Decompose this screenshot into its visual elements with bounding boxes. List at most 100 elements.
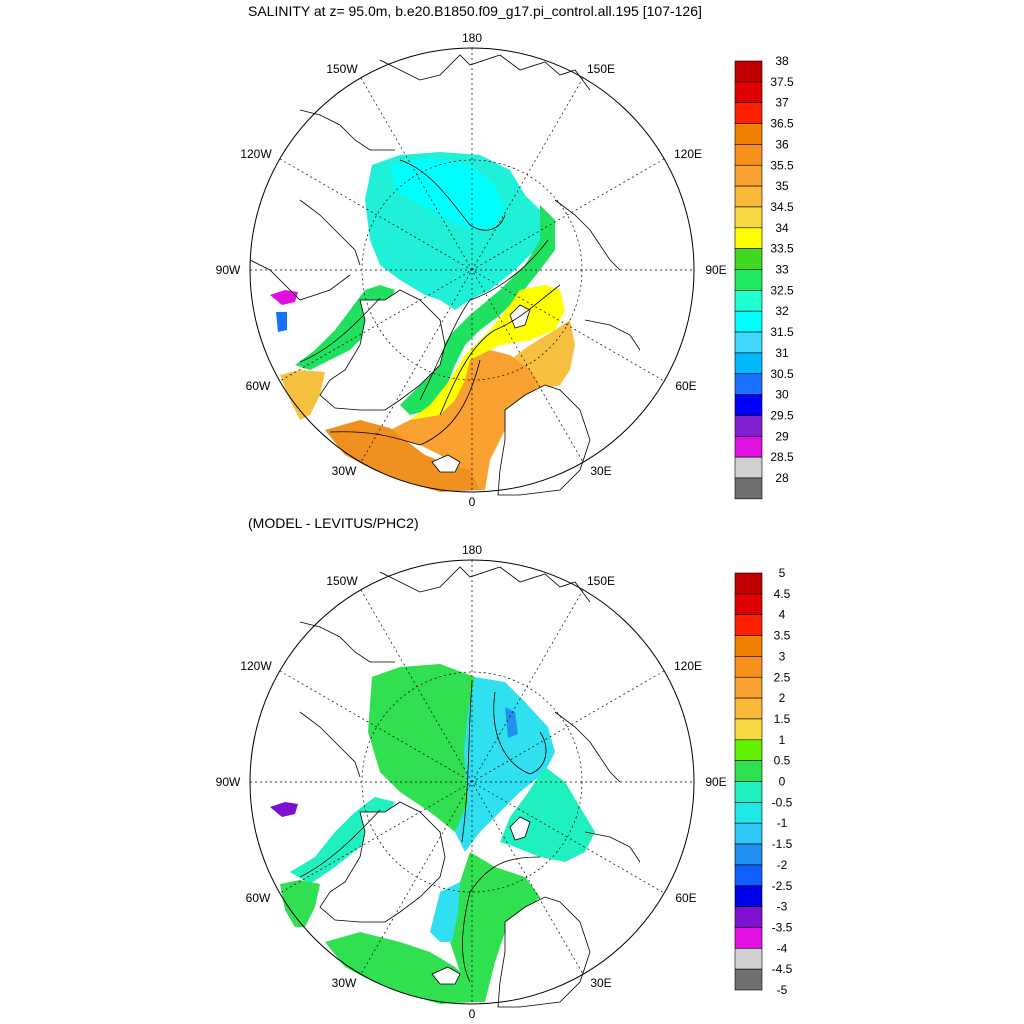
lon-label-150e: 150E [587,574,615,588]
salinity-region-hudson-bay [270,290,298,305]
colorbar-tick-label: -4 [777,941,788,955]
colorbar-tick-label: 4.5 [774,587,791,601]
colorbar-swatch [734,248,763,270]
colorbar-tick-label: 3.5 [774,629,791,643]
lon-label-120e: 120E [674,659,702,673]
colorbar-swatch [734,781,763,803]
colorbar-swatch [734,373,763,395]
colorbar-swatch [734,718,763,741]
lon-label-30w: 30W [332,464,357,478]
colorbar-tick-label: -3.5 [772,920,793,934]
colorbar-swatch [734,572,763,595]
lon-label-90e: 90E [705,263,726,277]
colorbar-swatch [734,102,763,124]
salinity-difference-polar-map: 180 150E 120E 90E 60E 30E 0 30W 60W 90W … [216,543,793,1021]
colorbar-swatch [734,822,763,845]
salinity-region-north-atlantic [325,420,480,492]
lon-label-180: 180 [462,543,482,557]
difference-plot-title: (MODEL - LEVITUS/PHC2) [248,515,419,531]
map-boundary-circle [249,559,695,1005]
colorbar-tick-label: 36 [775,137,789,151]
difference-region-negative-core [505,707,518,738]
longitude-labels: 180 150E 120E 90E 60E 30E 0 30W 60W 90W … [216,31,727,509]
salinity-polar-map: 180 150E 120E 90E 60E 30E 0 30W 60W 90W … [216,31,794,509]
colorbar-swatch [734,843,763,866]
lon-label-90e: 90E [705,775,726,789]
colorbar-tick-label: 3 [779,649,786,663]
lon-label-120w: 120W [240,147,272,161]
colorbar-swatch [734,81,763,103]
colorbar-tick-label: 4 [779,608,786,622]
difference-region-barents-sea [450,852,540,1002]
graticule [250,48,694,492]
lon-label-90w: 90W [216,263,241,277]
scandinavia-landmass [497,384,591,496]
colorbar: 5 4.5 4 3.5 3 2.5 2 1.5 1 0.5 0 -0.5 -1 -1.5 -2 -2.5 -3 -… [734,566,793,997]
lon-label-30e: 30E [590,464,611,478]
colorbar-swatch [734,227,763,249]
map-boundary-circle [249,47,695,493]
colorbar-swatch [734,415,763,437]
colorbar-tick-label: 32 [775,304,789,318]
colorbar-tick-label: -1 [777,816,788,830]
colorbar-tick-label: 31 [775,346,789,360]
colorbar-tick-label: 1 [779,733,786,747]
salinity-region-canada-basin [390,158,505,230]
colorbar-swatch [734,947,763,970]
iceland-landmass [431,966,461,985]
colorbar-swatch [734,906,763,928]
colorbar-tick-label: 37.5 [770,75,794,89]
lon-label-180: 180 [462,31,482,45]
colorbar-swatch [734,927,763,949]
lon-label-60w: 60W [246,891,271,905]
colorbar-tick-label: 33 [775,263,789,277]
lon-label-0: 0 [469,495,476,509]
scandinavia-landmass [497,896,591,1008]
lon-label-150e: 150E [587,62,615,76]
colorbar-tick-label: 35 [775,179,789,193]
colorbar-tick-label: 34 [775,221,789,235]
colorbar-swatch [734,310,763,333]
colorbar-tick-label: 31.5 [770,325,794,339]
colorbar-tick-label: 37 [775,96,789,110]
difference-region-hudson-bay [270,802,298,817]
difference-region-fram-strait [430,882,460,942]
colorbar-tick-label: -5 [777,983,788,997]
contour-lines [299,681,547,983]
colorbar-tick-label: 34.5 [770,200,794,214]
colorbar-swatch [734,435,763,458]
colorbar-tick-label: 30.5 [770,367,794,381]
colorbar-swatch [734,477,763,500]
colorbar-tick-label: 38 [775,54,789,68]
salinity-region-labrador-sea [280,370,325,420]
lon-label-30e: 30E [590,976,611,990]
colorbar-swatch [734,885,763,907]
lon-label-60e: 60E [675,379,696,393]
colorbar-tick-label: 28.5 [770,450,794,464]
lon-label-60w: 60W [246,379,271,393]
colorbar-tick-label: 1.5 [774,712,791,726]
land-masses [319,289,591,496]
lon-label-150w: 150W [326,62,358,76]
colorbar-swatch [734,593,763,615]
difference-region-north-atlantic [325,932,475,1004]
colorbar-swatch [734,635,763,657]
difference-region-eurasian-basin [455,677,555,852]
colorbar-swatch [734,394,763,416]
svalbard-landmass [509,816,531,841]
coastlines [299,566,641,863]
colorbar-swatch [734,968,763,991]
colorbar-tick-label: 33.5 [770,242,794,256]
colorbar-tick-label: 36.5 [770,117,794,131]
lon-label-90w: 90W [216,775,241,789]
greenland-landmass [319,801,446,923]
colorbar-swatch [734,739,763,761]
colorbar-swatch [734,164,763,187]
colorbar-tick-label: -1.5 [772,837,793,851]
salinity-region-nordic-seas [390,350,540,490]
colorbar-swatch [734,456,763,479]
colorbar-tick-label: 0.5 [774,754,791,768]
colorbar-tick-label: -2.5 [772,879,793,893]
salinity-region-hudson-strait [276,312,287,332]
difference-region-siberian-shelf [500,767,595,862]
